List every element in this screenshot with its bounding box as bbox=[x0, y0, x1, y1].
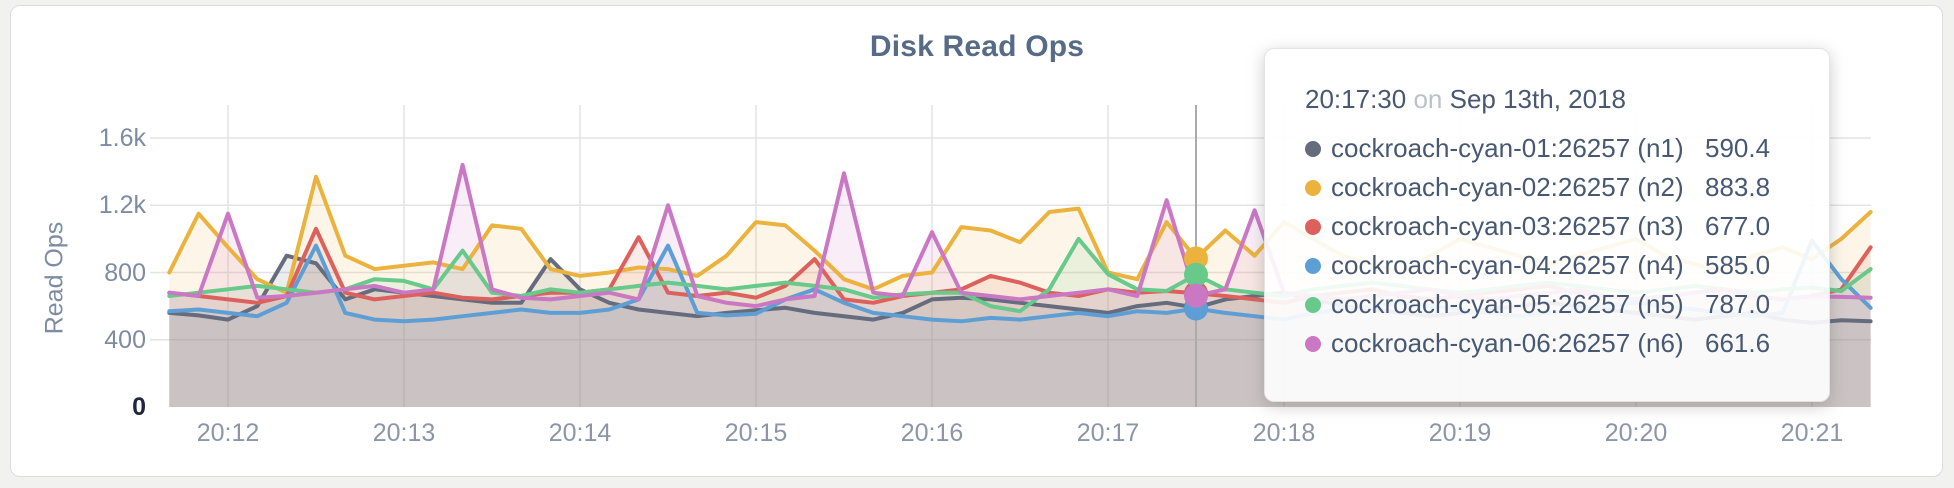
tooltip-series-row: cockroach-cyan-01:26257 (n1) 590.4 bbox=[1305, 129, 1793, 168]
chart-title: Disk Read Ops bbox=[869, 30, 1085, 63]
x-tick-20:16: 20:16 bbox=[900, 419, 964, 447]
series-color-dot bbox=[1305, 296, 1321, 313]
x-tick-20:20: 20:20 bbox=[1604, 419, 1668, 447]
series-name: cockroach-cyan-05:26257 (n5) bbox=[1331, 289, 1684, 319]
series-value: 585.0 bbox=[1705, 250, 1771, 280]
hover-dot-n5 bbox=[1184, 262, 1208, 287]
series-name: cockroach-cyan-06:26257 (n6) bbox=[1331, 328, 1684, 358]
series-color-dot bbox=[1305, 335, 1321, 352]
tooltip-time: 20:17:30 bbox=[1305, 84, 1407, 114]
series-name: cockroach-cyan-01:26257 (n1) bbox=[1331, 133, 1684, 163]
series-color-dot bbox=[1305, 257, 1321, 274]
tooltip-header: 20:17:30 on Sep 13th, 2018 bbox=[1305, 83, 1793, 115]
y-tick-400: 400 bbox=[104, 326, 146, 354]
tooltip-series-row: cockroach-cyan-03:26257 (n3) 677.0 bbox=[1305, 207, 1793, 246]
series-name: cockroach-cyan-02:26257 (n2) bbox=[1331, 172, 1684, 202]
hover-tooltip: 20:17:30 on Sep 13th, 2018 cockroach-cya… bbox=[1264, 48, 1830, 402]
tooltip-series-row: cockroach-cyan-06:26257 (n6) 661.6 bbox=[1305, 324, 1793, 363]
tooltip-series-row: cockroach-cyan-04:26257 (n4) 585.0 bbox=[1305, 246, 1793, 285]
x-tick-20:13: 20:13 bbox=[372, 419, 436, 447]
tooltip-series-row: cockroach-cyan-02:26257 (n2) 883.8 bbox=[1305, 168, 1793, 207]
y-tick-800: 800 bbox=[104, 259, 146, 287]
series-name: cockroach-cyan-04:26257 (n4) bbox=[1331, 250, 1684, 280]
x-tick-20:14: 20:14 bbox=[548, 419, 612, 447]
x-tick-20:21: 20:21 bbox=[1780, 419, 1844, 447]
tooltip-series-row: cockroach-cyan-05:26257 (n5) 787.0 bbox=[1305, 285, 1793, 324]
x-tick-20:19: 20:19 bbox=[1428, 419, 1492, 447]
tooltip-date: Sep 13th, 2018 bbox=[1449, 84, 1626, 114]
series-value: 787.0 bbox=[1705, 289, 1771, 319]
y-tick-1.2k: 1.2k bbox=[98, 191, 146, 219]
tooltip-on-label: on bbox=[1413, 84, 1443, 114]
y-tick-1.6k: 1.6k bbox=[98, 124, 146, 152]
series-color-dot bbox=[1305, 218, 1321, 235]
x-tick-20:18: 20:18 bbox=[1252, 419, 1316, 447]
series-value: 661.6 bbox=[1705, 328, 1771, 358]
x-tick-20:12: 20:12 bbox=[196, 419, 260, 447]
series-name: cockroach-cyan-03:26257 (n3) bbox=[1331, 211, 1684, 241]
x-tick-20:15: 20:15 bbox=[724, 419, 788, 447]
x-tick-20:17: 20:17 bbox=[1076, 419, 1140, 447]
hover-dot-n6 bbox=[1184, 283, 1208, 308]
tooltip-series-list: cockroach-cyan-01:26257 (n1) 590.4 cockroa… bbox=[1305, 129, 1793, 363]
series-value: 883.8 bbox=[1705, 172, 1771, 202]
series-color-dot bbox=[1305, 140, 1321, 157]
series-value: 590.4 bbox=[1705, 133, 1771, 163]
hover-point-dots bbox=[1184, 246, 1208, 321]
series-value: 677.0 bbox=[1705, 211, 1771, 241]
y-tick-0: 0 bbox=[132, 393, 146, 421]
series-color-dot bbox=[1305, 179, 1321, 196]
